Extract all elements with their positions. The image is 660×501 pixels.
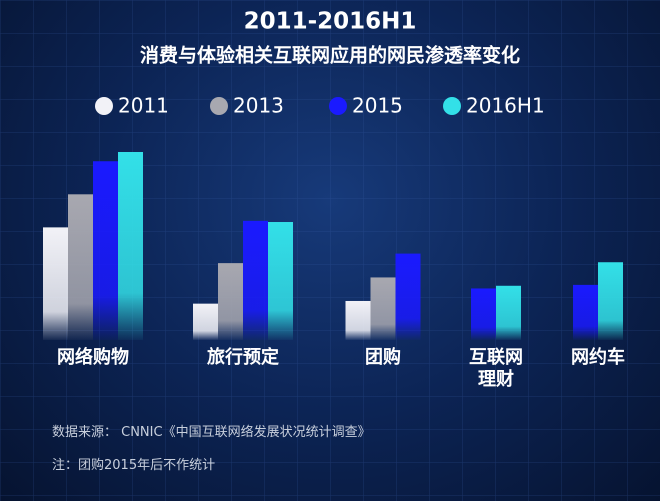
legend-swatch <box>443 97 461 115</box>
chart-subtitle: 消费与体验相关互联网应用的网民渗透率变化 <box>140 44 520 67</box>
legend-swatch <box>210 97 228 115</box>
category-label: 网络购物 <box>57 347 129 368</box>
bar <box>268 222 293 340</box>
legend-label: 2013 <box>233 94 284 118</box>
bar <box>193 303 218 340</box>
bar <box>471 288 496 340</box>
legend-swatch <box>95 97 113 115</box>
category-label: 团购 <box>365 347 401 368</box>
category-label: 网约车 <box>571 347 625 368</box>
chart-title: 2011-2016H1 <box>244 9 417 35</box>
bar <box>496 285 521 340</box>
source-note: 数据来源： CNNIC《中国互联网络发展状况统计调查》 <box>52 425 371 440</box>
bar <box>370 277 396 340</box>
footnote: 注：团购2015年后不作统计 <box>52 458 216 473</box>
bar <box>345 300 371 340</box>
category-label: 互联网 理财 <box>469 347 523 390</box>
bar <box>395 253 421 340</box>
legend-label: 2015 <box>352 94 403 118</box>
category-label: 旅行预定 <box>207 347 279 368</box>
bar <box>118 152 143 340</box>
legend-label: 2016H1 <box>466 94 545 118</box>
bar <box>68 194 93 340</box>
bar <box>598 262 623 340</box>
bar <box>218 263 243 340</box>
bar <box>243 220 268 340</box>
bar <box>43 227 68 340</box>
bar <box>93 161 118 340</box>
legend-swatch <box>329 97 347 115</box>
bar <box>573 284 598 340</box>
legend-label: 2011 <box>118 94 169 118</box>
